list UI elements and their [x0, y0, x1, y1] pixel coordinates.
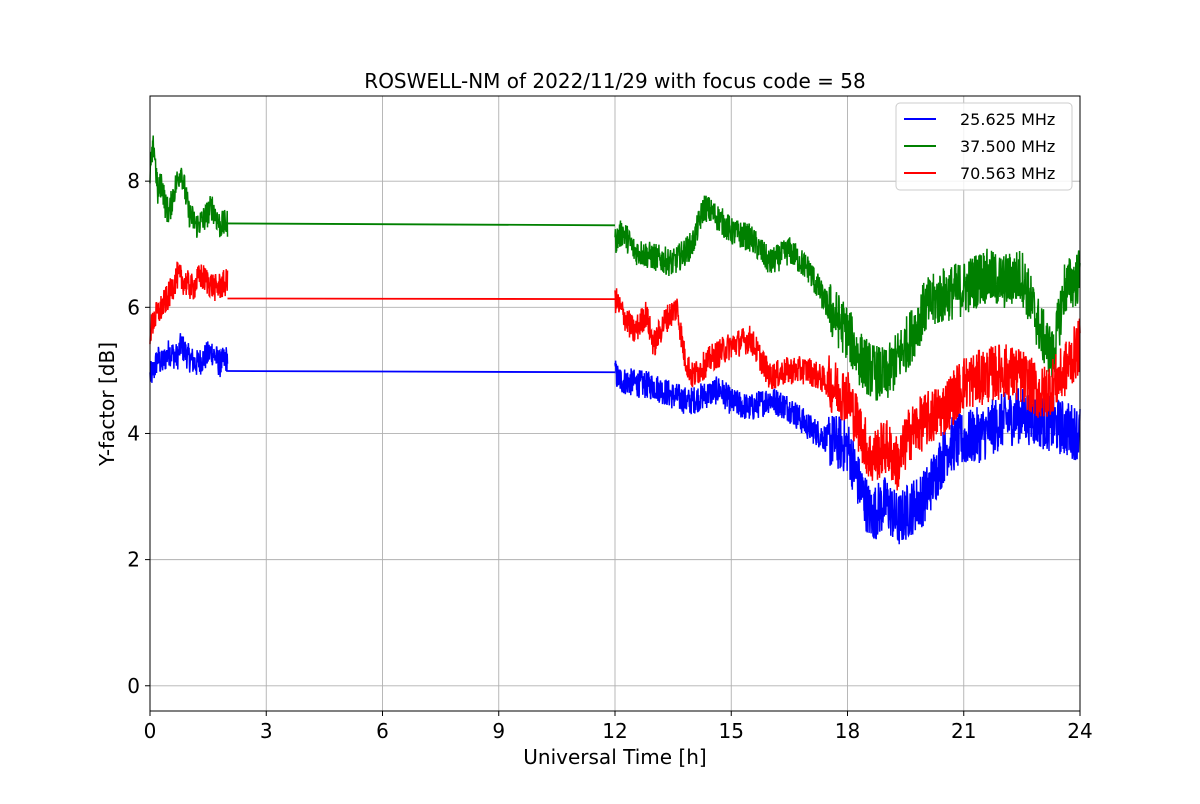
flat-segment [227, 222, 616, 227]
y-tick-label: 4 [127, 421, 140, 445]
series-trace [614, 288, 1081, 491]
series-trace [149, 333, 229, 383]
legend: 25.625 MHz 37.500 MHz 70.563 MHz [895, 102, 1073, 191]
x-tick-label: 0 [144, 719, 157, 743]
legend-label: 70.563 MHz [960, 164, 1055, 183]
flat-segment [227, 370, 616, 374]
x-tick-label: 15 [719, 719, 744, 743]
legend-label: 25.625 MHz [960, 110, 1055, 129]
x-tick-label: 3 [260, 719, 273, 743]
flat-segment [227, 297, 616, 301]
x-tick-label: 18 [835, 719, 860, 743]
x-tick-label: 9 [492, 719, 505, 743]
series-25-625-mhz [149, 333, 1081, 545]
y-tick-label: 6 [127, 295, 140, 319]
x-axis-label: Universal Time [h] [523, 745, 706, 769]
series-trace [614, 360, 1081, 545]
plot-series [149, 135, 1081, 545]
x-tick-label: 6 [376, 719, 389, 743]
series-70-563-mhz [149, 261, 1081, 491]
y-axis-label: Y-factor [dB] [95, 342, 119, 467]
y-tick-label: 2 [127, 548, 140, 572]
x-tick-label: 24 [1067, 719, 1092, 743]
y-tick-label: 8 [127, 169, 140, 193]
chart-title: ROSWELL-NM of 2022/11/29 with focus code… [364, 69, 865, 93]
legend-box [895, 102, 1073, 191]
x-tick-label: 12 [602, 719, 627, 743]
x-tick-label: 21 [951, 719, 976, 743]
series-trace [149, 261, 229, 345]
legend-label: 37.500 MHz [960, 137, 1055, 156]
series-trace [614, 195, 1081, 401]
y-tick-label: 0 [127, 674, 140, 698]
series-trace [149, 135, 229, 238]
series-37-500-mhz [149, 135, 1081, 401]
